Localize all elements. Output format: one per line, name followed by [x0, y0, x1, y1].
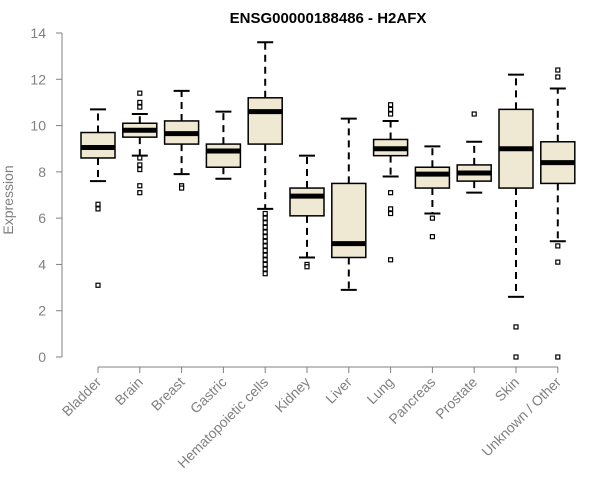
- x-tick-label: Bladder: [59, 374, 105, 420]
- outlier-point: [137, 104, 143, 110]
- outlier-point: [137, 155, 143, 161]
- y-tick-label: 2: [38, 303, 46, 319]
- y-tick-label: 12: [30, 71, 46, 87]
- box-group: [498, 73, 534, 360]
- box-group: [247, 41, 283, 277]
- y-tick-label: 4: [38, 256, 46, 272]
- outlier-point: [388, 111, 394, 117]
- outlier-point: [262, 243, 268, 249]
- outlier-point: [555, 74, 561, 80]
- outlier-point: [388, 102, 394, 108]
- outlier-point: [513, 354, 519, 360]
- outlier-point: [513, 324, 519, 330]
- box-group: [122, 90, 158, 196]
- iqr-box: [414, 166, 451, 189]
- iqr-box: [205, 143, 242, 168]
- box-group: [414, 145, 451, 240]
- x-tick-label: Lung: [363, 374, 396, 407]
- outlier-point: [388, 206, 394, 212]
- box-group: [456, 111, 492, 194]
- outlier-point: [555, 354, 561, 360]
- outlier-point: [304, 264, 310, 270]
- x-tick-label: Liver: [322, 374, 355, 407]
- box-group: [540, 67, 576, 360]
- outlier-point: [137, 162, 143, 168]
- y-axis-label: Expression: [0, 165, 16, 234]
- outlier-point: [262, 261, 268, 268]
- box-group: [331, 117, 367, 291]
- y-tick-label: 14: [30, 25, 46, 41]
- iqr-box: [331, 182, 367, 259]
- outlier-point: [471, 111, 477, 117]
- box-group: [205, 110, 242, 180]
- outlier-point: [262, 234, 268, 240]
- x-tick-label: Breast: [148, 374, 188, 414]
- y-tick-label: 8: [38, 164, 46, 180]
- y-tick-label: 10: [30, 118, 46, 134]
- outlier-point: [388, 106, 394, 112]
- outlier-point: [137, 190, 143, 196]
- box-group: [372, 102, 409, 263]
- outlier-point: [429, 234, 435, 240]
- outlier-point: [137, 183, 143, 189]
- outlier-point: [262, 224, 268, 230]
- chart-title: ENSG00000188486 - H2AFX: [230, 10, 427, 27]
- iqr-box: [289, 187, 325, 217]
- outlier-point: [555, 67, 561, 73]
- boxes: [80, 41, 576, 360]
- outlier-point: [262, 266, 268, 272]
- x-tick-label: Prostate: [432, 374, 480, 422]
- outlier-point: [262, 252, 268, 258]
- outlier-point: [262, 229, 268, 235]
- x-tick-label: Kidney: [272, 374, 314, 416]
- outlier-point: [137, 90, 143, 96]
- outlier-point: [555, 259, 561, 265]
- outlier-point: [262, 271, 268, 277]
- x-tick-label: Brain: [111, 374, 145, 408]
- outlier-point: [429, 215, 435, 221]
- outlier-point: [388, 190, 394, 196]
- box-group: [80, 108, 116, 288]
- y-tick-label: 0: [38, 349, 46, 365]
- y-tick-label: 6: [38, 210, 46, 226]
- outlier-point: [262, 257, 268, 263]
- outlier-point: [262, 215, 268, 221]
- box-group: [289, 154, 325, 270]
- outlier-point: [555, 243, 561, 249]
- outlier-point: [388, 210, 394, 217]
- x-tick-label: Unknown / Other: [478, 374, 564, 460]
- iqr-box: [247, 97, 283, 145]
- outlier-point: [262, 210, 268, 217]
- outlier-point: [95, 282, 101, 288]
- outlier-point: [137, 99, 143, 106]
- outlier-point: [95, 201, 101, 207]
- outlier-point: [262, 247, 268, 254]
- outlier-point: [95, 206, 101, 212]
- outlier-point: [137, 166, 143, 173]
- outlier-point: [262, 238, 268, 244]
- outlier-point: [179, 185, 185, 191]
- outlier-point: [262, 220, 268, 226]
- x-tick-label: Skin: [492, 374, 523, 405]
- outlier-point: [388, 257, 394, 263]
- box-group: [163, 89, 200, 191]
